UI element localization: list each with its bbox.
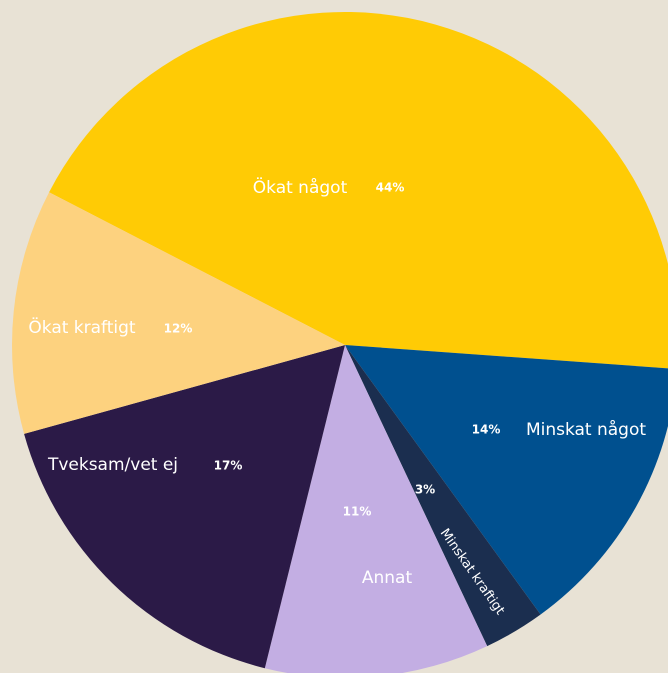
value-label: 3% [415, 483, 435, 497]
value-label: 11% [343, 505, 372, 519]
slice-label: Ökat kraftigt [28, 316, 136, 338]
pie-slice [11, 192, 346, 434]
slice-label: Minskat något [526, 419, 646, 440]
slice-label: Ökat något [253, 176, 348, 198]
pie-slice [24, 345, 345, 669]
slice-label: Tveksam/vet ej [47, 455, 178, 475]
value-label: 44% [376, 181, 405, 195]
pie-slice [345, 345, 541, 647]
value-label: 17% [214, 459, 243, 473]
pie-slice [345, 345, 668, 615]
pie-slice [49, 11, 668, 369]
value-label: 12% [164, 322, 193, 336]
value-label: 14% [472, 423, 501, 437]
pie-slice [264, 345, 488, 673]
slice-label: Annat [362, 568, 413, 588]
